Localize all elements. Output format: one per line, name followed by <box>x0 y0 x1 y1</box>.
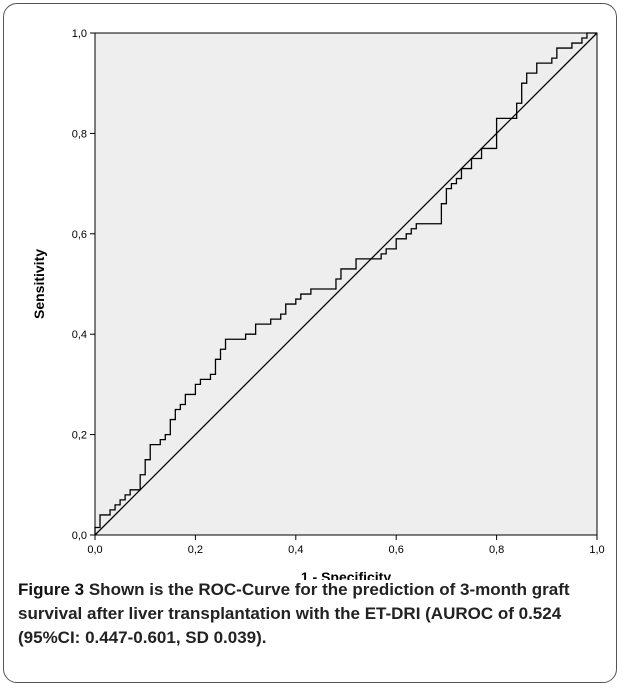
y-tick-label: 1,0 <box>72 28 87 40</box>
x-tick-label: 0,0 <box>87 544 102 556</box>
figure-label: Figure 3 <box>18 580 85 599</box>
y-tick-label: 0,6 <box>72 229 87 241</box>
x-tick-label: 0,8 <box>489 544 504 556</box>
roc-chart: 0,0 0,2 0,4 0,6 0,8 1,0 0,0 0,2 0,4 0,6 0,8 1,0 1 - … <box>31 28 605 580</box>
roc-curve-line <box>94 32 597 535</box>
y-tick-label: 0,8 <box>72 128 87 140</box>
caption-text: Shown is the ROC-Curve for the predictio… <box>18 580 570 647</box>
y-axis-label: Sensitivity <box>31 249 47 319</box>
y-tick-label: 0,4 <box>72 329 87 341</box>
y-tick-label: 0,2 <box>72 430 87 442</box>
x-tick-label: 1,0 <box>589 544 604 556</box>
x-tick-label: 0,4 <box>288 544 303 556</box>
x-tick-label: 0,6 <box>389 544 404 556</box>
x-tick-label: 0,2 <box>188 544 203 556</box>
figure-caption: Figure 3 Shown is the ROC-Curve for the … <box>18 578 610 650</box>
x-axis-label: 1 - Specificity <box>301 569 391 580</box>
diagonal-reference-line <box>94 32 598 536</box>
y-tick-label: 0,0 <box>72 530 87 542</box>
